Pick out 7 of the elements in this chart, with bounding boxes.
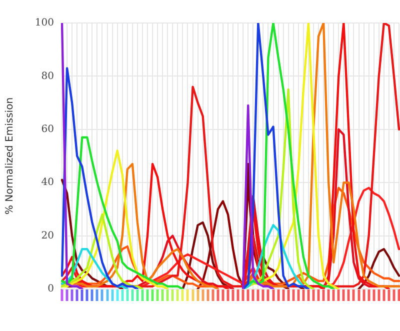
y-tick-label: 20 — [41, 230, 54, 242]
y-tick-label: 0 — [48, 284, 54, 295]
y-tick-label: 80 — [41, 70, 54, 82]
y-axis-title: % Normalized Emission — [4, 97, 16, 215]
y-tick-label: 100 — [34, 18, 54, 29]
y-tick-label: 40 — [41, 177, 54, 188]
y-tick-label: 60 — [41, 124, 54, 135]
